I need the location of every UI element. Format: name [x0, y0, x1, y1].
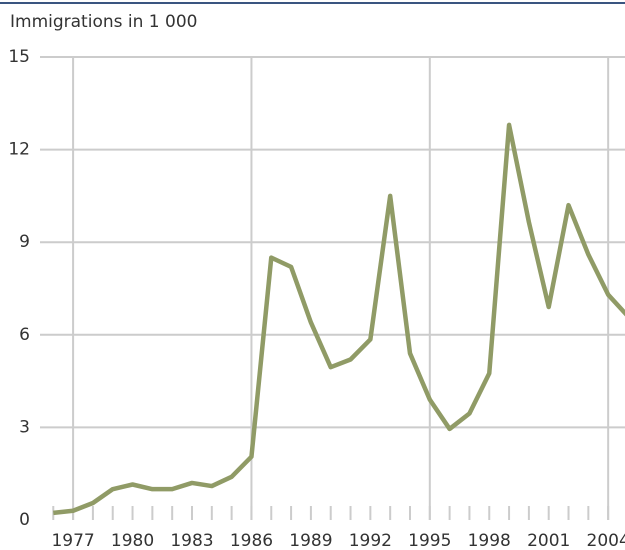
x-tick-label: 1989	[289, 531, 332, 550]
y-tick-label: 12	[8, 140, 30, 160]
x-tick-label: 2004	[587, 531, 625, 550]
x-tick-label: 1977	[51, 531, 94, 550]
data-line	[53, 122, 625, 516]
x-tick-label: 1983	[170, 531, 213, 550]
chart-title: Immigrations in 1 000	[10, 12, 197, 32]
y-tick-label: 6	[19, 325, 30, 345]
x-tick-label: 1998	[468, 531, 511, 550]
y-tick-label: 3	[19, 417, 30, 437]
x-tick-label: 1986	[230, 531, 273, 550]
y-tick-label: 0	[19, 510, 30, 530]
y-tick-label: 15	[8, 47, 30, 67]
x-tick-label: 1980	[111, 531, 154, 550]
y-tick-label: 9	[19, 232, 30, 252]
x-tick-label: 1992	[349, 531, 392, 550]
x-tick-label: 2001	[527, 531, 570, 550]
x-tick-label: 1995	[408, 531, 451, 550]
